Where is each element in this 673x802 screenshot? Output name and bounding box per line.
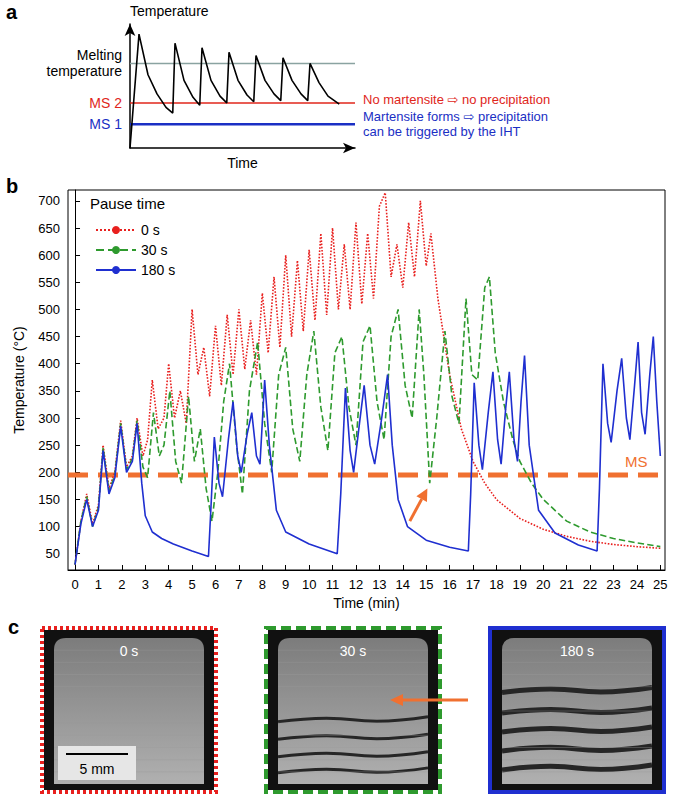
svg-text:a: a xyxy=(6,1,18,23)
svg-text:50: 50 xyxy=(46,546,60,561)
svg-text:3: 3 xyxy=(142,577,149,592)
svg-text:180 s: 180 s xyxy=(560,643,594,659)
svg-text:6: 6 xyxy=(212,577,219,592)
svg-text:4: 4 xyxy=(165,577,172,592)
svg-text:30 s: 30 s xyxy=(141,242,167,258)
svg-text:16: 16 xyxy=(442,577,456,592)
svg-text:650: 650 xyxy=(38,221,60,236)
svg-text:Time: Time xyxy=(227,155,258,171)
svg-text:12: 12 xyxy=(349,577,363,592)
svg-text:17: 17 xyxy=(466,577,480,592)
svg-text:180 s: 180 s xyxy=(141,262,175,278)
svg-text:1: 1 xyxy=(95,577,102,592)
svg-text:temperature: temperature xyxy=(47,63,123,79)
svg-text:18: 18 xyxy=(489,577,503,592)
svg-text:22: 22 xyxy=(583,577,597,592)
svg-text:Pause time: Pause time xyxy=(90,195,165,212)
svg-text:150: 150 xyxy=(38,492,60,507)
svg-text:20: 20 xyxy=(536,577,550,592)
svg-text:25: 25 xyxy=(653,577,667,592)
svg-text:600: 600 xyxy=(38,248,60,263)
svg-text:14: 14 xyxy=(396,577,410,592)
svg-text:30 s: 30 s xyxy=(340,643,366,659)
svg-text:450: 450 xyxy=(38,329,60,344)
svg-text:200: 200 xyxy=(38,465,60,480)
svg-text:400: 400 xyxy=(38,356,60,371)
svg-text:5 mm: 5 mm xyxy=(80,761,115,777)
svg-text:550: 550 xyxy=(38,275,60,290)
svg-text:700: 700 xyxy=(38,193,60,208)
svg-text:b: b xyxy=(6,176,18,197)
svg-text:Temperature: Temperature xyxy=(130,3,209,19)
svg-text:9: 9 xyxy=(282,577,289,592)
svg-text:13: 13 xyxy=(372,577,386,592)
svg-text:No martensite ⇨ no precipitati: No martensite ⇨ no precipitation xyxy=(363,92,550,107)
svg-text:0 s: 0 s xyxy=(141,222,160,238)
svg-text:23: 23 xyxy=(606,577,620,592)
svg-text:11: 11 xyxy=(326,577,340,592)
svg-text:Melting: Melting xyxy=(77,47,122,63)
svg-text:c: c xyxy=(8,616,19,638)
svg-text:can be triggered by the IHT: can be triggered by the IHT xyxy=(363,124,521,139)
svg-text:15: 15 xyxy=(419,577,433,592)
svg-text:2: 2 xyxy=(118,577,125,592)
svg-text:250: 250 xyxy=(38,438,60,453)
svg-text:19: 19 xyxy=(513,577,527,592)
svg-text:300: 300 xyxy=(38,411,60,426)
svg-text:8: 8 xyxy=(259,577,266,592)
svg-text:5: 5 xyxy=(188,577,195,592)
svg-text:21: 21 xyxy=(559,577,573,592)
svg-text:Martensite forms ⇨ precipitati: Martensite forms ⇨ precipitation xyxy=(363,109,548,124)
svg-text:10: 10 xyxy=(302,577,316,592)
svg-text:0: 0 xyxy=(71,577,78,592)
svg-text:MS 2: MS 2 xyxy=(89,95,122,111)
svg-text:Temperature (°C): Temperature (°C) xyxy=(11,326,27,434)
svg-text:0 s: 0 s xyxy=(120,643,139,659)
svg-text:MS: MS xyxy=(625,453,648,470)
svg-text:7: 7 xyxy=(235,577,242,592)
svg-text:100: 100 xyxy=(38,519,60,534)
svg-text:500: 500 xyxy=(38,302,60,317)
svg-text:MS 1: MS 1 xyxy=(89,116,122,132)
svg-text:24: 24 xyxy=(630,577,644,592)
svg-text:Time (min): Time (min) xyxy=(333,595,399,611)
svg-text:350: 350 xyxy=(38,383,60,398)
